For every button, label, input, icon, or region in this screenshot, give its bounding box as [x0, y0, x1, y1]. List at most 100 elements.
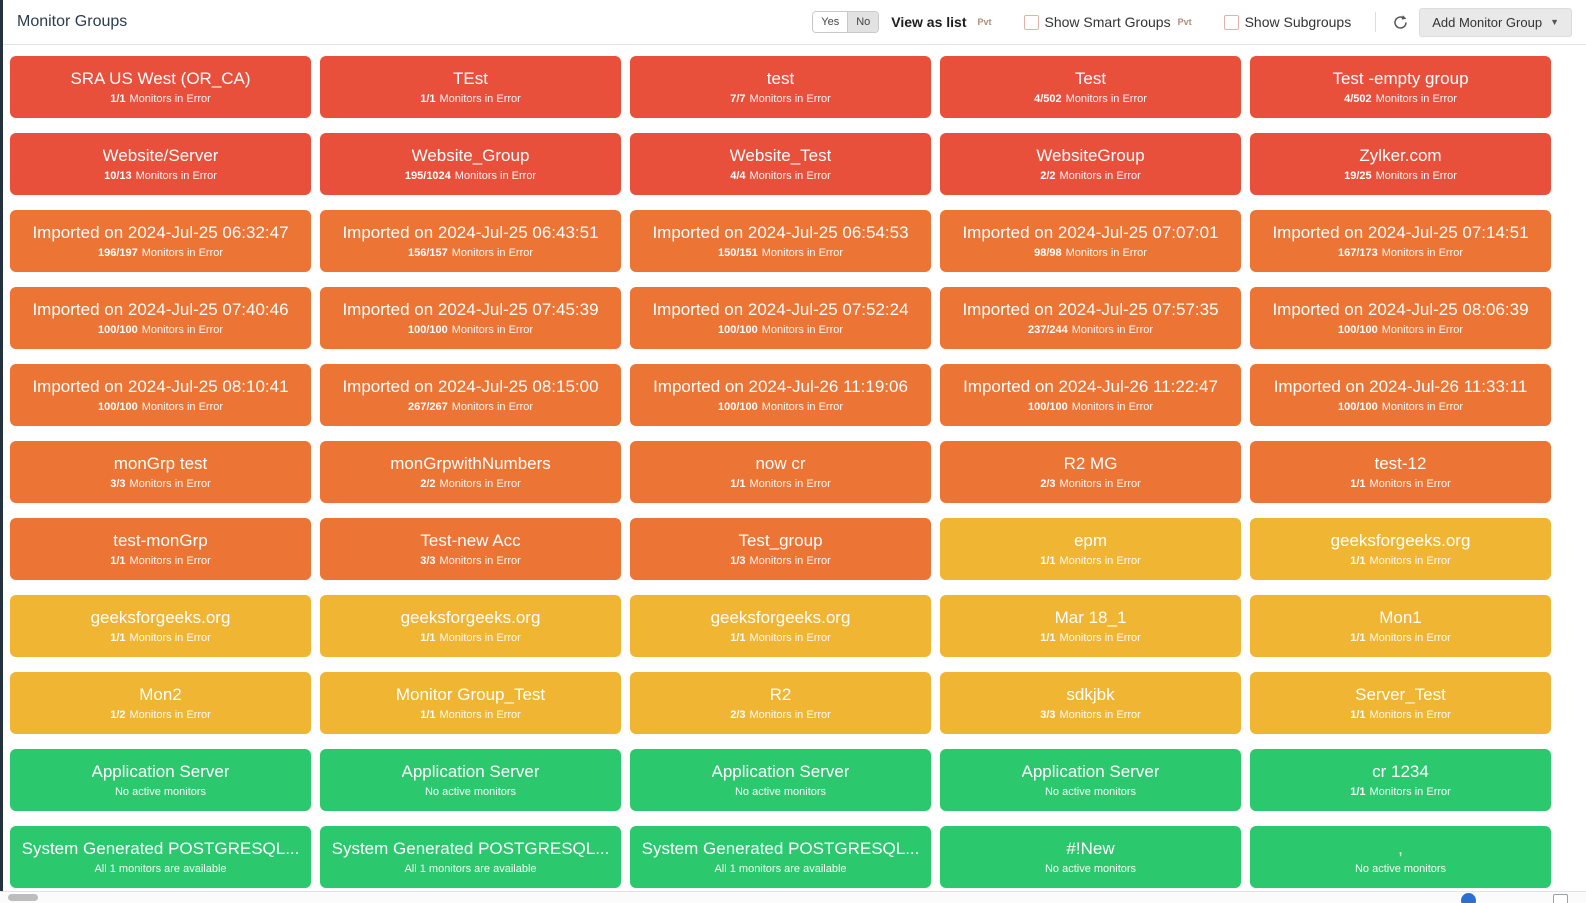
monitor-group-tile[interactable]: Imported on 2024-Jul-26 11:19:06 100/100 M…	[630, 364, 931, 426]
monitor-group-tile[interactable]: TEst 1/1 Monitors in Error	[320, 56, 621, 118]
monitor-group-tile[interactable]: System Generated POSTGRESQL... All 1 moni…	[10, 826, 311, 888]
monitor-group-status: 2/3 Monitors in Error	[730, 709, 831, 721]
toggle-yes[interactable]: Yes	[813, 12, 848, 32]
status-text: Monitors in Error	[1369, 631, 1451, 644]
monitor-group-status: 2/3 Monitors in Error	[1040, 478, 1141, 490]
add-monitor-group-button[interactable]: Add Monitor Group ▼	[1419, 7, 1572, 37]
monitor-group-tile[interactable]: geeksforgeeks.org 1/1 Monitors in Error	[320, 595, 621, 657]
monitor-group-tile[interactable]: #!New No active monitors	[940, 826, 1241, 888]
monitor-group-tile[interactable]: Imported on 2024-Jul-25 07:40:46 100/100 M…	[10, 287, 311, 349]
monitor-group-tile[interactable]: Imported on 2024-Jul-25 07:45:39 100/100 M…	[320, 287, 621, 349]
status-text: Monitors in Error	[141, 400, 224, 413]
monitor-group-name: Imported on 2024-Jul-25 08:10:41	[32, 377, 289, 397]
monitor-group-tile[interactable]: cr 1234 1/1 Monitors in Error	[1250, 749, 1551, 811]
monitor-group-tile[interactable]: monGrp test 3/3 Monitors in Error	[10, 441, 311, 503]
monitor-group-tile[interactable]: Mar 18_1 1/1 Monitors in Error	[940, 595, 1241, 657]
monitor-group-tile[interactable]: Mon1 1/1 Monitors in Error	[1250, 595, 1551, 657]
status-text: Monitors in Error	[1071, 323, 1154, 336]
monitor-group-tile[interactable]: Imported on 2024-Jul-25 08:15:00 267/267 M…	[320, 364, 621, 426]
monitor-group-tile[interactable]: Imported on 2024-Jul-25 08:06:39 100/100 M…	[1250, 287, 1551, 349]
monitor-group-name: monGrpwithNumbers	[390, 454, 551, 474]
monitor-group-status: 100/100 Monitors in Error	[98, 401, 223, 413]
monitor-group-tile[interactable]: Imported on 2024-Jul-25 06:43:51 156/157 M…	[320, 210, 621, 272]
monitor-count: 100/100	[717, 400, 758, 413]
monitor-group-tile[interactable]: Test-new Acc 3/3 Monitors in Error	[320, 518, 621, 580]
monitor-group-status: All 1 monitors are available	[714, 862, 847, 875]
show-subgroups-option[interactable]: Show Subgroups	[1223, 14, 1351, 30]
monitor-group-tile[interactable]: System Generated POSTGRESQL... All 1 moni…	[320, 826, 621, 888]
monitor-group-tile[interactable]: Monitor Group_Test 1/1 Monitors in Error	[320, 672, 621, 734]
monitor-group-tile[interactable]: test 7/7 Monitors in Error	[630, 56, 931, 118]
monitor-group-tile[interactable]: Imported on 2024-Jul-25 06:32:47 196/197 M…	[10, 210, 311, 272]
monitor-group-tile[interactable]: Website/Server 10/13 Monitors in Error	[10, 133, 311, 195]
monitor-group-tile[interactable]: Imported on 2024-Jul-25 06:54:53 150/151 M…	[630, 210, 931, 272]
yes-no-toggle[interactable]: Yes No	[812, 11, 880, 33]
monitor-group-tile[interactable]: Zylker.com 19/25 Monitors in Error	[1250, 133, 1551, 195]
horizontal-scrollbar-thumb[interactable]	[8, 894, 38, 901]
monitor-group-tile[interactable]: geeksforgeeks.org 1/1 Monitors in Error	[630, 595, 931, 657]
monitor-group-status: 1/1 Monitors in Error	[1350, 709, 1451, 721]
monitor-group-tile[interactable]: Imported on 2024-Jul-25 07:14:51 167/173 M…	[1250, 210, 1551, 272]
monitor-group-tile[interactable]: Website_Test 4/4 Monitors in Error	[630, 133, 931, 195]
monitor-group-name: ,	[1398, 839, 1403, 859]
monitor-group-status: 98/98 Monitors in Error	[1034, 247, 1147, 259]
monitor-group-name: Server_Test	[1355, 685, 1446, 705]
show-smart-groups-option[interactable]: Show Smart Groups Pvt	[1023, 14, 1192, 30]
monitor-group-tile[interactable]: , No active monitors	[1250, 826, 1551, 888]
monitor-group-tile[interactable]: Imported on 2024-Jul-25 07:57:35 237/244 M…	[940, 287, 1241, 349]
monitor-group-name: Application Server	[711, 762, 850, 782]
monitor-group-tile[interactable]: Mon2 1/2 Monitors in Error	[10, 672, 311, 734]
status-text: Monitors in Error	[1059, 477, 1141, 490]
monitor-count: 237/244	[1027, 323, 1068, 336]
monitor-group-tile[interactable]: epm 1/1 Monitors in Error	[940, 518, 1241, 580]
monitor-group-tile[interactable]: R2 2/3 Monitors in Error	[630, 672, 931, 734]
monitor-count: 100/100	[1337, 400, 1378, 413]
monitor-group-name: geeksforgeeks.org	[1330, 531, 1471, 551]
monitor-count: 100/100	[717, 323, 758, 336]
monitor-group-tile[interactable]: now cr 1/1 Monitors in Error	[630, 441, 931, 503]
monitor-group-tile[interactable]: Imported on 2024-Jul-25 07:07:01 98/98 Mon…	[940, 210, 1241, 272]
monitor-count: 100/100	[1337, 323, 1378, 336]
monitor-count: 4/4	[730, 169, 746, 182]
monitor-group-tile[interactable]: Server_Test 1/1 Monitors in Error	[1250, 672, 1551, 734]
monitor-group-status: 150/151 Monitors in Error	[718, 247, 843, 259]
monitor-group-tile[interactable]: Imported on 2024-Jul-26 11:22:47 100/100 M…	[940, 364, 1241, 426]
monitor-count: 1/1	[730, 477, 746, 490]
monitor-group-tile[interactable]: Test -empty group 4/502 Monitors in Error	[1250, 56, 1551, 118]
monitor-group-tile[interactable]: Website_Group 195/1024 Monitors in Error	[320, 133, 621, 195]
monitor-group-tile[interactable]: Application Server No active monitors	[10, 749, 311, 811]
monitor-group-name: Imported on 2024-Jul-25 07:07:01	[962, 223, 1219, 243]
monitor-group-tile[interactable]: test-12 1/1 Monitors in Error	[1250, 441, 1551, 503]
monitor-count: 1/1	[420, 631, 436, 644]
monitor-group-tile[interactable]: Test 4/502 Monitors in Error	[940, 56, 1241, 118]
show-subgroups-checkbox[interactable]	[1223, 14, 1239, 30]
monitor-group-tile[interactable]: sdkjbk 3/3 Monitors in Error	[940, 672, 1241, 734]
toggle-no[interactable]: No	[847, 12, 879, 32]
refresh-icon[interactable]	[1392, 14, 1409, 31]
status-text: Monitors in Error	[451, 246, 534, 259]
monitor-group-name: monGrp test	[113, 454, 208, 474]
monitor-group-tile[interactable]: monGrpwithNumbers 2/2 Monitors in Error	[320, 441, 621, 503]
feedback-icon[interactable]	[1553, 894, 1568, 903]
monitor-group-tile[interactable]: R2 MG 2/3 Monitors in Error	[940, 441, 1241, 503]
status-text: Monitors in Error	[1059, 708, 1141, 721]
monitor-group-tile[interactable]: Application Server No active monitors	[630, 749, 931, 811]
monitor-count: 1/1	[1350, 631, 1366, 644]
monitor-group-tile[interactable]: WebsiteGroup 2/2 Monitors in Error	[940, 133, 1241, 195]
monitor-group-tile[interactable]: SRA US West (OR_CA) 1/1 Monitors in Error	[10, 56, 311, 118]
monitor-count: 1/1	[730, 631, 746, 644]
monitor-count: 4/502	[1034, 92, 1062, 105]
status-text: Monitors in Error	[129, 708, 211, 721]
monitor-group-tile[interactable]: geeksforgeeks.org 1/1 Monitors in Error	[10, 595, 311, 657]
monitor-group-tile[interactable]: geeksforgeeks.org 1/1 Monitors in Error	[1250, 518, 1551, 580]
monitor-group-tile[interactable]: Test_group 1/3 Monitors in Error	[630, 518, 931, 580]
support-chat-icon[interactable]	[1461, 893, 1476, 903]
monitor-group-tile[interactable]: test-monGrp 1/1 Monitors in Error	[10, 518, 311, 580]
monitor-group-tile[interactable]: Imported on 2024-Jul-25 07:52:24 100/100 M…	[630, 287, 931, 349]
monitor-group-tile[interactable]: Application Server No active monitors	[940, 749, 1241, 811]
monitor-group-tile[interactable]: System Generated POSTGRESQL... All 1 moni…	[630, 826, 931, 888]
monitor-group-tile[interactable]: Imported on 2024-Jul-25 08:10:41 100/100 M…	[10, 364, 311, 426]
show-smart-groups-checkbox[interactable]	[1023, 14, 1039, 30]
monitor-group-tile[interactable]: Imported on 2024-Jul-26 11:33:11 100/100 M…	[1250, 364, 1551, 426]
monitor-group-tile[interactable]: Application Server No active monitors	[320, 749, 621, 811]
